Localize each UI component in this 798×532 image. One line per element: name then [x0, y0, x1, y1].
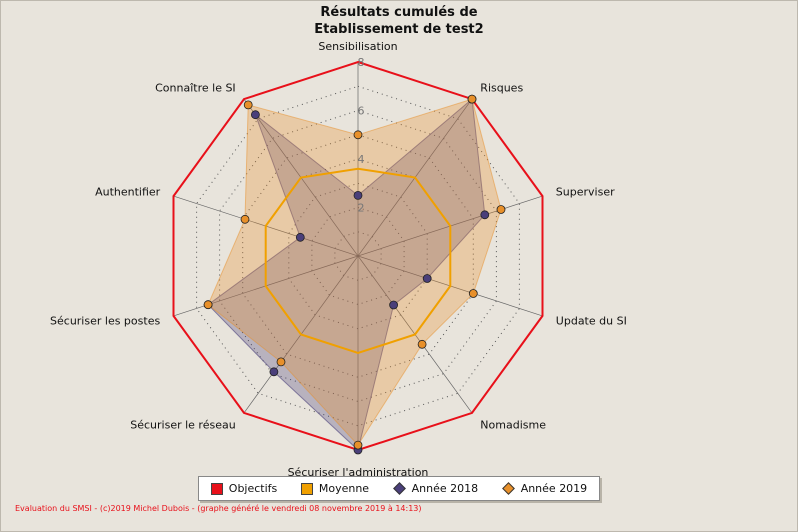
marker-annee-2019-9	[240, 214, 250, 224]
marker-annee-2019-1	[353, 130, 363, 140]
legend-item-objectifs: Objectifs	[210, 482, 278, 495]
legend-swatch-annee-2018	[392, 482, 406, 495]
tick-label-6: 6	[358, 105, 365, 118]
legend-swatch-annee-2019	[501, 482, 515, 495]
legend-label-annee-2018: Année 2018	[411, 482, 479, 495]
axis-label-5: Nomadisme	[480, 418, 546, 431]
marker-annee-2018-1	[353, 190, 363, 200]
axis-label-10: Connaître le SI	[155, 82, 236, 95]
marker-annee-2019-3	[496, 205, 506, 214]
marker-annee-2018-10	[250, 110, 260, 120]
axis-label-1: Sensibilisation	[318, 40, 397, 53]
series-moyenne-line	[264, 167, 452, 355]
chart-title-line2: Etablissement de test2	[314, 22, 484, 37]
tick-label-2: 2	[358, 202, 365, 215]
legend-label-moyenne: Moyenne	[318, 482, 370, 495]
axis-label-7: Sécuriser le réseau	[130, 418, 235, 431]
chart-legend: Objectifs Moyenne Année 2018 Année 2019	[198, 476, 600, 501]
tick-label-8: 8	[358, 56, 365, 69]
axis-label-2: Risques	[480, 82, 523, 95]
marker-annee-2018-4	[422, 274, 432, 283]
marker-annee-2018-7	[269, 367, 279, 377]
marker-annee-2019-8	[203, 300, 213, 310]
marker-annee-2019-10	[243, 100, 253, 110]
legend-swatch-moyenne	[300, 482, 313, 495]
marker-annee-2018-9	[295, 232, 305, 242]
legend-swatch-objectifs	[210, 482, 223, 495]
axis-label-6: Sécuriser l'administration	[288, 466, 429, 479]
marker-annee-2019-2	[467, 94, 477, 104]
legend-item-moyenne: Moyenne	[300, 482, 370, 495]
axis-label-9: Authentifier	[95, 186, 161, 199]
marker-annee-2018-5	[389, 300, 399, 310]
marker-annee-2019-4	[468, 289, 478, 298]
marker-annee-2019-5	[417, 339, 427, 349]
chart-title-line1: Résultats cumulés de	[320, 5, 478, 20]
chart-title: Résultats cumulés de Etablissement de te…	[0, 4, 798, 38]
tick-label-4: 4	[358, 153, 365, 166]
marker-annee-2019-6	[353, 440, 363, 450]
marker-annee-2018-3	[480, 210, 490, 220]
axis-label-8: Sécuriser les postes	[50, 314, 160, 327]
legend-item-annee-2019: Année 2019	[501, 482, 588, 495]
axis-label-3: Superviser	[556, 186, 615, 199]
axis-label-4: Update du SI	[556, 314, 627, 327]
legend-item-annee-2018: Année 2018	[392, 482, 479, 495]
legend-label-annee-2019: Année 2019	[520, 482, 588, 495]
legend-label-objectifs: Objectifs	[228, 482, 278, 495]
chart-footer: Evaluation du SMSI - (c)2019 Michel Dubo…	[15, 504, 422, 513]
marker-annee-2019-7	[276, 357, 286, 367]
